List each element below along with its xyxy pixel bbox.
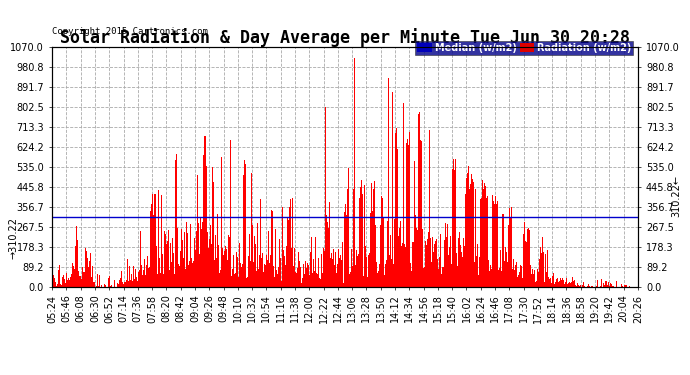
Legend: Median (w/m2), Radiation (w/m2): Median (w/m2), Radiation (w/m2) bbox=[415, 41, 633, 55]
Title: Solar Radiation & Day Average per Minute Tue Jun 30 20:28: Solar Radiation & Day Average per Minute… bbox=[60, 28, 630, 47]
Text: Copyright 2015 Cartronics.com: Copyright 2015 Cartronics.com bbox=[52, 27, 208, 36]
Text: →310.22: →310.22 bbox=[9, 217, 19, 259]
Text: 310.22←: 310.22← bbox=[671, 175, 681, 217]
